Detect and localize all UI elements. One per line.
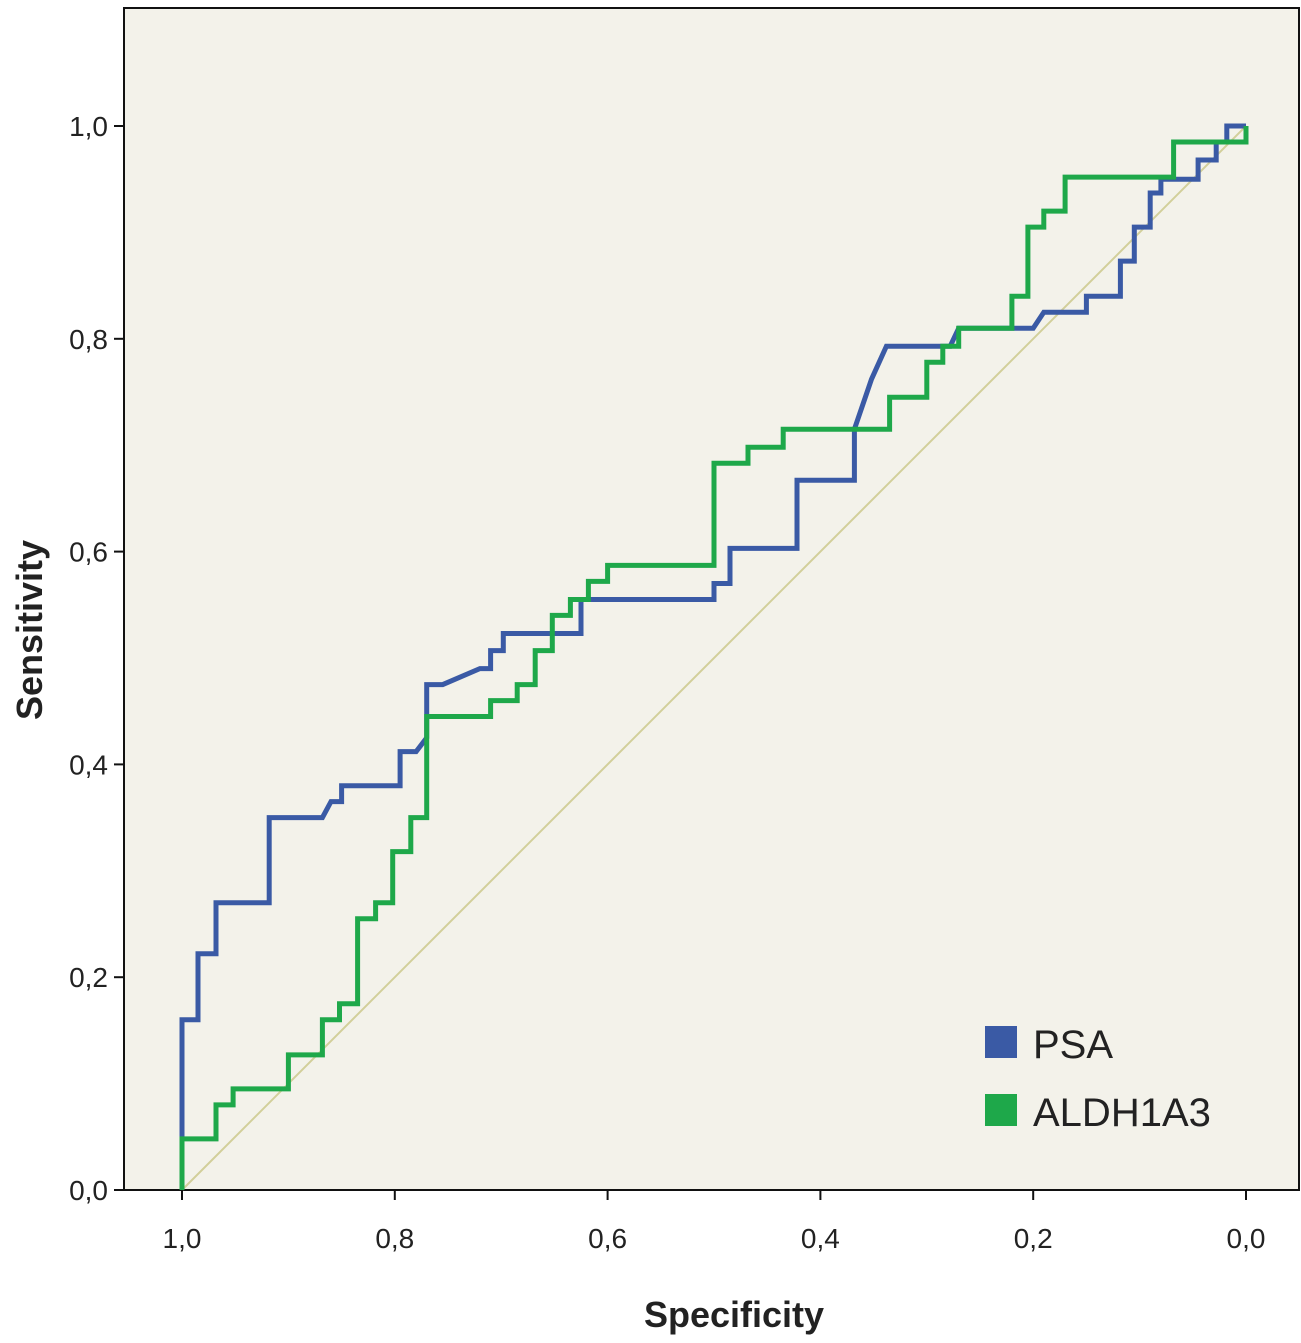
series-line-psa [179, 123, 1246, 1190]
y-tick-label: 1,0 [69, 111, 108, 142]
legend-swatch-psa [985, 1026, 1017, 1058]
y-tick-label: 0,2 [69, 962, 108, 993]
x-tick-label: 1,0 [163, 1223, 202, 1254]
axes-layer: 1,0 0,8 0,6 0,4 0,2 0,0 0,0 0,2 0,4 0,6 0,8 1,0 [69, 111, 1265, 1254]
y-tick-label: 0,8 [69, 324, 108, 355]
series-line-aldh1a3 [179, 126, 1249, 1190]
x-axis-title: Specificity [644, 1294, 824, 1335]
x-tick-label: 0,2 [1014, 1223, 1053, 1254]
legend: PSA ALDH1A3 [985, 1023, 1211, 1135]
legend-swatch-aldh1a3 [985, 1094, 1017, 1126]
series-layer [179, 123, 1249, 1190]
reference-diagonal-line [181, 125, 1247, 1191]
x-tick-label: 0,6 [588, 1223, 627, 1254]
x-tick-label: 0,8 [375, 1223, 414, 1254]
y-tick-label: 0,0 [69, 1175, 108, 1206]
y-tick-label: 0,6 [69, 537, 108, 568]
x-tick-label: 0,0 [1227, 1223, 1266, 1254]
y-tick-label: 0,4 [69, 749, 108, 780]
legend-label-aldh1a3: ALDH1A3 [1033, 1091, 1211, 1135]
y-axis-title: Sensitivity [9, 540, 50, 720]
legend-label-psa: PSA [1033, 1023, 1113, 1067]
reference-diagonal-layer [181, 125, 1247, 1191]
x-tick-label: 0,4 [801, 1223, 840, 1254]
